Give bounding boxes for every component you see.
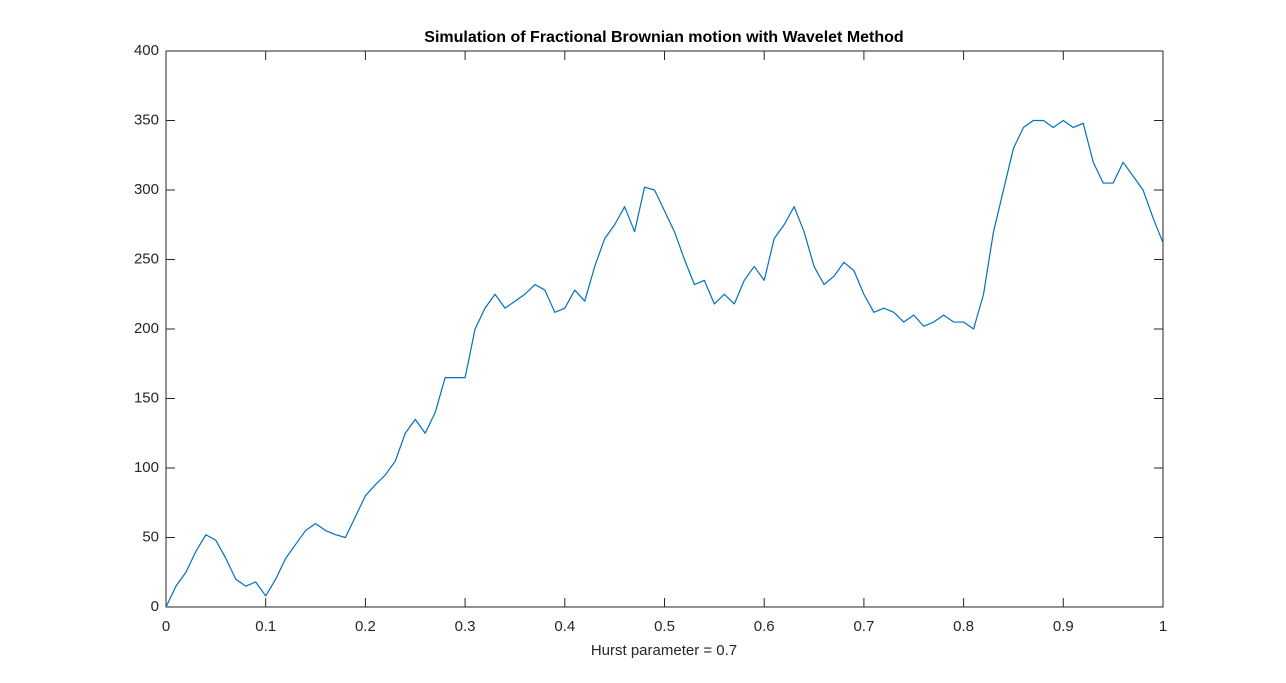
x-axis-label: Hurst parameter = 0.7 bbox=[591, 642, 737, 659]
x-tick-label: 1 bbox=[1159, 618, 1167, 635]
x-tick-label: 0 bbox=[162, 618, 170, 635]
x-tick-label: 0.7 bbox=[853, 618, 874, 635]
x-tick-label: 0.8 bbox=[953, 618, 974, 635]
y-tick-label: 150 bbox=[134, 389, 159, 406]
y-tick-label: 200 bbox=[134, 320, 159, 337]
y-tick-label: 250 bbox=[134, 250, 159, 267]
y-tick-label: 400 bbox=[134, 42, 159, 59]
y-tick-label: 300 bbox=[134, 181, 159, 198]
y-tick-label: 0 bbox=[151, 598, 159, 615]
x-tick-label: 0.2 bbox=[355, 618, 376, 635]
x-tick-label: 0.3 bbox=[455, 618, 476, 635]
x-tick-label: 0.6 bbox=[754, 618, 775, 635]
y-tick-label: 100 bbox=[134, 459, 159, 476]
x-tick-label: 0.1 bbox=[255, 618, 276, 635]
x-tick-label: 0.4 bbox=[554, 618, 575, 635]
x-tick-label: 0.9 bbox=[1053, 618, 1074, 635]
y-tick-label: 50 bbox=[142, 528, 159, 545]
chart-title: Simulation of Fractional Brownian motion… bbox=[424, 29, 903, 46]
x-tick-label: 0.5 bbox=[654, 618, 675, 635]
y-tick-label: 350 bbox=[134, 111, 159, 128]
data-line bbox=[165, 119, 1164, 608]
